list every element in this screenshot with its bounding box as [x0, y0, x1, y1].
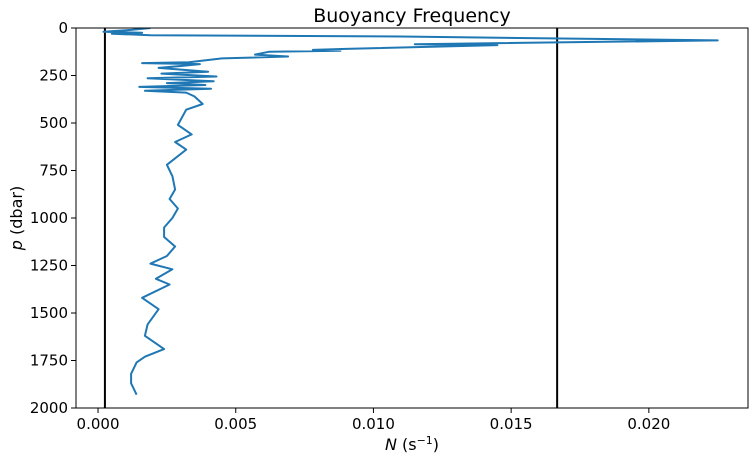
y-tick-label: 2000 — [30, 399, 68, 417]
x-axis-unit-prefix: (s — [397, 435, 417, 454]
y-axis-label: p (dbar) — [7, 186, 26, 251]
x-tick-label: 0.005 — [214, 415, 257, 433]
series-line-1 — [102, 28, 719, 396]
y-axis-ticks: 0 250 500 750 1000 1250 1500 1750 2000 — [30, 19, 76, 417]
x-tick-label: 0.000 — [77, 415, 120, 433]
y-tick-label: 1500 — [30, 304, 68, 322]
x-axis-label: N (s−1) — [385, 434, 439, 454]
x-tick-label: 0.020 — [627, 415, 670, 433]
y-tick-label: 750 — [39, 162, 68, 180]
y-tick-label: 1000 — [30, 209, 68, 227]
x-axis-unit-suffix: ) — [433, 435, 439, 454]
y-tick-label: 500 — [39, 114, 68, 132]
y-tick-label: 1250 — [30, 257, 68, 275]
chart-title: Buoyancy Frequency — [313, 5, 511, 27]
x-axis-ticks: 0.000 0.005 0.010 0.015 0.020 — [77, 408, 670, 433]
y-tick-label: 250 — [39, 67, 68, 85]
plot-area — [75, 27, 749, 409]
x-tick-label: 0.010 — [352, 415, 395, 433]
y-axis-unit: (dbar) — [7, 186, 26, 240]
y-axis-var: p — [7, 240, 26, 251]
y-tick-label: 0 — [58, 19, 68, 37]
x-axis-var: N — [385, 435, 397, 454]
y-tick-label: 1750 — [30, 352, 68, 370]
x-axis-unit-sup: −1 — [417, 434, 433, 447]
x-tick-label: 0.015 — [490, 415, 533, 433]
